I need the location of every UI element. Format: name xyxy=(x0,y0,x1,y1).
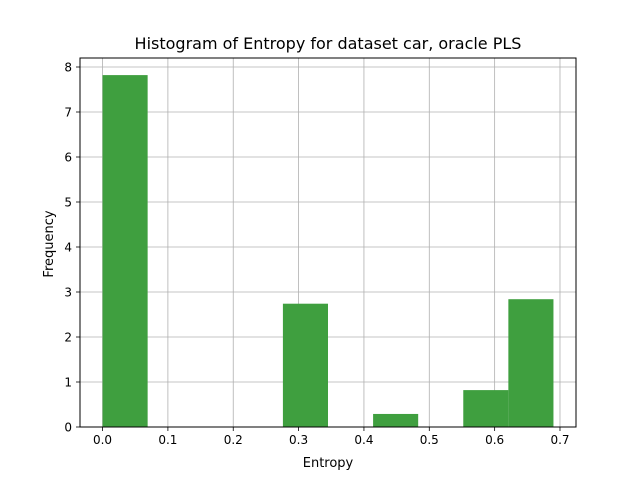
y-tick-label: 7 xyxy=(64,106,72,120)
histogram-bar xyxy=(102,75,148,427)
x-tick-label: 0.1 xyxy=(158,433,177,447)
y-axis-label: Frequency xyxy=(42,210,57,277)
y-tick-label: 2 xyxy=(64,331,72,345)
x-tick-label: 0.3 xyxy=(289,433,308,447)
histogram-bar xyxy=(508,299,554,427)
chart-title: Histogram of Entropy for dataset car, or… xyxy=(135,34,522,53)
y-tick-label: 5 xyxy=(64,196,72,210)
y-tick-label: 3 xyxy=(64,286,72,300)
histogram-bar xyxy=(463,390,509,427)
plot-frame xyxy=(79,57,577,428)
y-tick-label: 1 xyxy=(64,376,72,390)
x-tick-label: 0.4 xyxy=(354,433,373,447)
y-tick-label: 4 xyxy=(64,241,72,255)
y-tick-label: 8 xyxy=(64,61,72,75)
y-tick-label: 6 xyxy=(64,151,72,165)
x-axis-ticks: 0.0 0.1 0.2 0.3 0.4 0.5 0.6 0.7 xyxy=(93,427,570,447)
histogram-bar xyxy=(282,303,328,427)
y-axis-ticks: 0 1 2 3 4 5 6 7 8 xyxy=(64,61,80,435)
histogram-bar xyxy=(373,413,419,427)
x-tick-label: 0.0 xyxy=(93,433,112,447)
x-tick-label: 0.5 xyxy=(420,433,439,447)
x-axis-label: Entropy xyxy=(303,456,354,471)
x-tick-label: 0.2 xyxy=(224,433,243,447)
histogram-bars xyxy=(102,75,554,427)
y-tick-label: 0 xyxy=(64,421,72,435)
x-tick-label: 0.7 xyxy=(550,433,569,447)
x-tick-label: 0.6 xyxy=(485,433,504,447)
